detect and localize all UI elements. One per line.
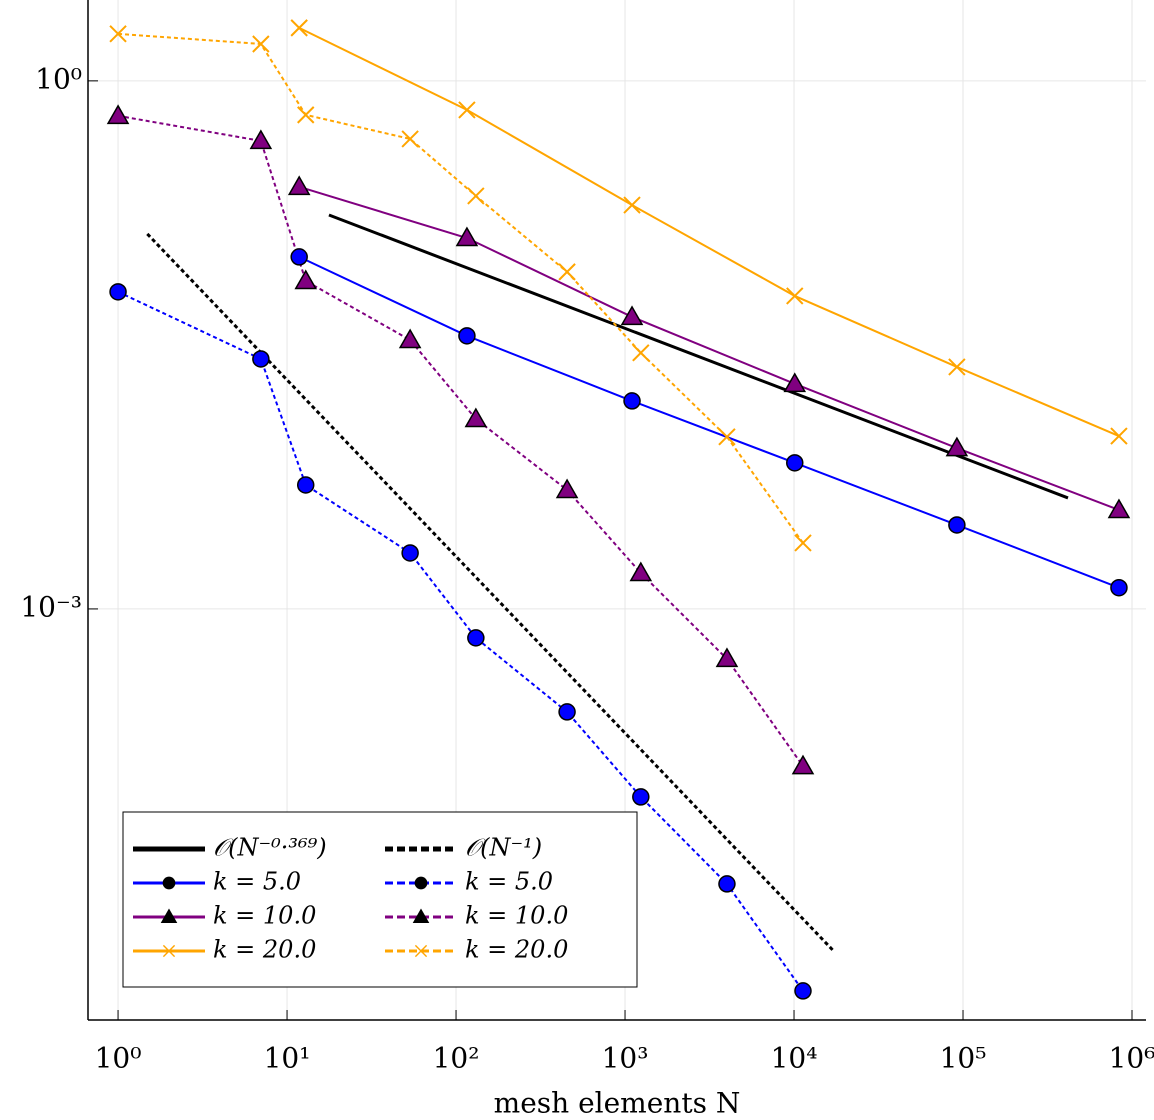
x-tick-label: 10⁵ xyxy=(940,1042,987,1075)
marker xyxy=(109,25,127,43)
legend-box xyxy=(122,811,638,988)
marker xyxy=(629,561,653,582)
series-line xyxy=(146,232,835,952)
x-tick-label: 10¹ xyxy=(264,1042,311,1075)
legend-label: k = 10.0 xyxy=(213,902,316,930)
series-line xyxy=(117,114,804,767)
legend-marker xyxy=(412,908,430,923)
marker xyxy=(401,130,419,148)
marker xyxy=(945,436,969,457)
legend-label: k = 5.0 xyxy=(213,868,301,896)
marker xyxy=(458,327,476,345)
marker xyxy=(555,478,579,499)
marker xyxy=(290,248,308,266)
legend-marker xyxy=(414,944,428,958)
marker xyxy=(632,788,650,806)
series-line xyxy=(298,26,1120,437)
marker xyxy=(783,372,807,393)
x-tick-label: 10⁶ xyxy=(1109,1042,1154,1075)
marker xyxy=(1110,578,1128,597)
marker xyxy=(718,875,736,893)
legend: 𝒪(N⁻⁰·³⁶⁹) k = 5.0 k = 10.0 k = 20.0 𝒪(N⁻¹) k… xyxy=(122,811,638,988)
x-tick-label: 10⁰ xyxy=(95,1042,142,1075)
marker xyxy=(718,428,736,446)
marker xyxy=(558,703,576,721)
y-tick-label: 10⁻³ xyxy=(20,590,82,623)
marker xyxy=(791,754,815,775)
marker xyxy=(287,175,311,196)
legend-label: 𝒪(N⁻¹) xyxy=(465,834,542,862)
legend-label: 𝒪(N⁻⁰·³⁶⁹) xyxy=(213,834,327,862)
marker xyxy=(290,19,308,37)
marker xyxy=(467,187,485,205)
marker xyxy=(455,226,479,247)
marker xyxy=(623,392,641,410)
marker xyxy=(1107,498,1131,519)
marker xyxy=(786,454,804,472)
x-tick-label: 10⁴ xyxy=(771,1042,818,1075)
legend-marker xyxy=(414,876,428,890)
marker xyxy=(252,35,270,53)
legend-label: k = 20.0 xyxy=(465,936,568,964)
legend-marker xyxy=(160,908,178,923)
legend-label: k = 20.0 xyxy=(213,936,316,964)
series-line xyxy=(117,32,804,544)
marker xyxy=(1110,427,1128,445)
marker xyxy=(106,104,130,125)
marker xyxy=(794,982,812,1000)
series-line xyxy=(328,213,1069,500)
marker xyxy=(558,263,576,281)
marker xyxy=(297,106,315,124)
marker xyxy=(249,129,273,150)
y-tick-label: 10⁰ xyxy=(35,62,82,95)
marker xyxy=(623,196,641,214)
legend-marker xyxy=(162,944,176,958)
marker xyxy=(401,544,419,562)
marker xyxy=(296,476,315,494)
marker xyxy=(786,287,804,305)
series-line xyxy=(117,290,804,992)
marker xyxy=(794,534,812,552)
marker xyxy=(464,407,488,428)
legend-label: k = 5.0 xyxy=(465,868,553,896)
x-axis-label: mesh elements N xyxy=(494,1087,741,1120)
marker xyxy=(948,358,966,376)
marker xyxy=(467,629,485,647)
marker xyxy=(620,305,644,326)
marker xyxy=(398,328,422,349)
legend-marker xyxy=(162,876,176,890)
legend-label: k = 10.0 xyxy=(465,902,568,930)
series-line xyxy=(298,255,1120,589)
marker xyxy=(715,647,739,668)
x-tick-label: 10² xyxy=(433,1042,480,1075)
marker xyxy=(294,269,318,290)
marker xyxy=(948,516,966,534)
marker xyxy=(252,350,270,368)
marker xyxy=(109,283,127,301)
marker xyxy=(458,101,476,119)
x-tick-label: 10³ xyxy=(602,1042,649,1075)
series-line xyxy=(298,185,1120,511)
marker xyxy=(632,344,650,362)
